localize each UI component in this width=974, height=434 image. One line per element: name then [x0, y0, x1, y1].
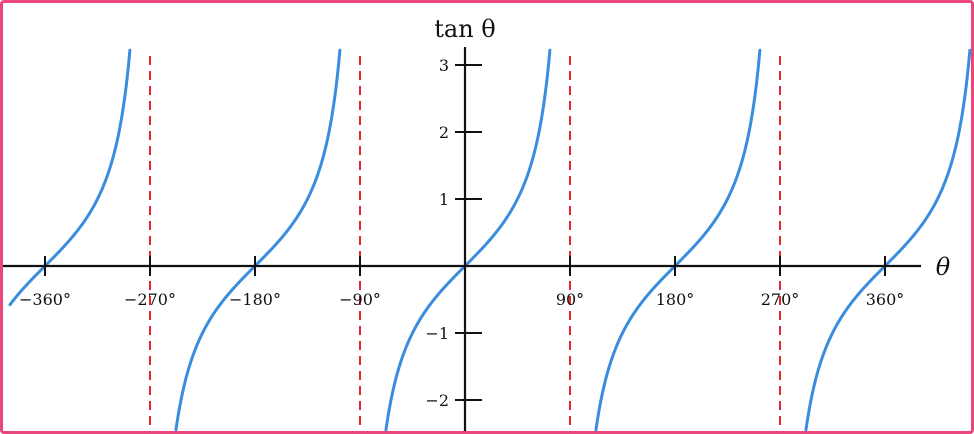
tan-curve-branch [804, 48, 972, 432]
y-tick-label: 3 [439, 56, 449, 75]
x-tick-label: 90° [556, 290, 584, 309]
tick-layer: −360° −270° −180° −90° 90° 180° 270° 360° −2 −1 1 2… [19, 56, 904, 410]
y-tick-label: −2 [425, 391, 449, 410]
tan-curve-branch [384, 48, 552, 432]
y-tick-label: −1 [425, 324, 449, 343]
x-axis-title: θ [936, 253, 951, 281]
asymptote-layer [149, 56, 781, 431]
axis-layer [3, 47, 921, 431]
tan-curve-branch [174, 48, 342, 432]
y-tick-label: 1 [439, 190, 449, 209]
tan-curve-branch [8, 48, 132, 307]
x-tick-label: 180° [656, 290, 695, 309]
tan-curve-branch [594, 48, 762, 432]
x-tick-label: −270° [124, 290, 176, 309]
curve-layer [8, 48, 972, 432]
x-tick-label: −90° [339, 290, 381, 309]
y-axis-title: tan θ [434, 15, 496, 43]
x-tick-label: −360° [19, 290, 71, 309]
x-tick-label: 360° [866, 290, 905, 309]
x-tick-label: −180° [229, 290, 281, 309]
y-tick-label: 2 [439, 123, 449, 142]
x-tick-label: 270° [761, 290, 800, 309]
